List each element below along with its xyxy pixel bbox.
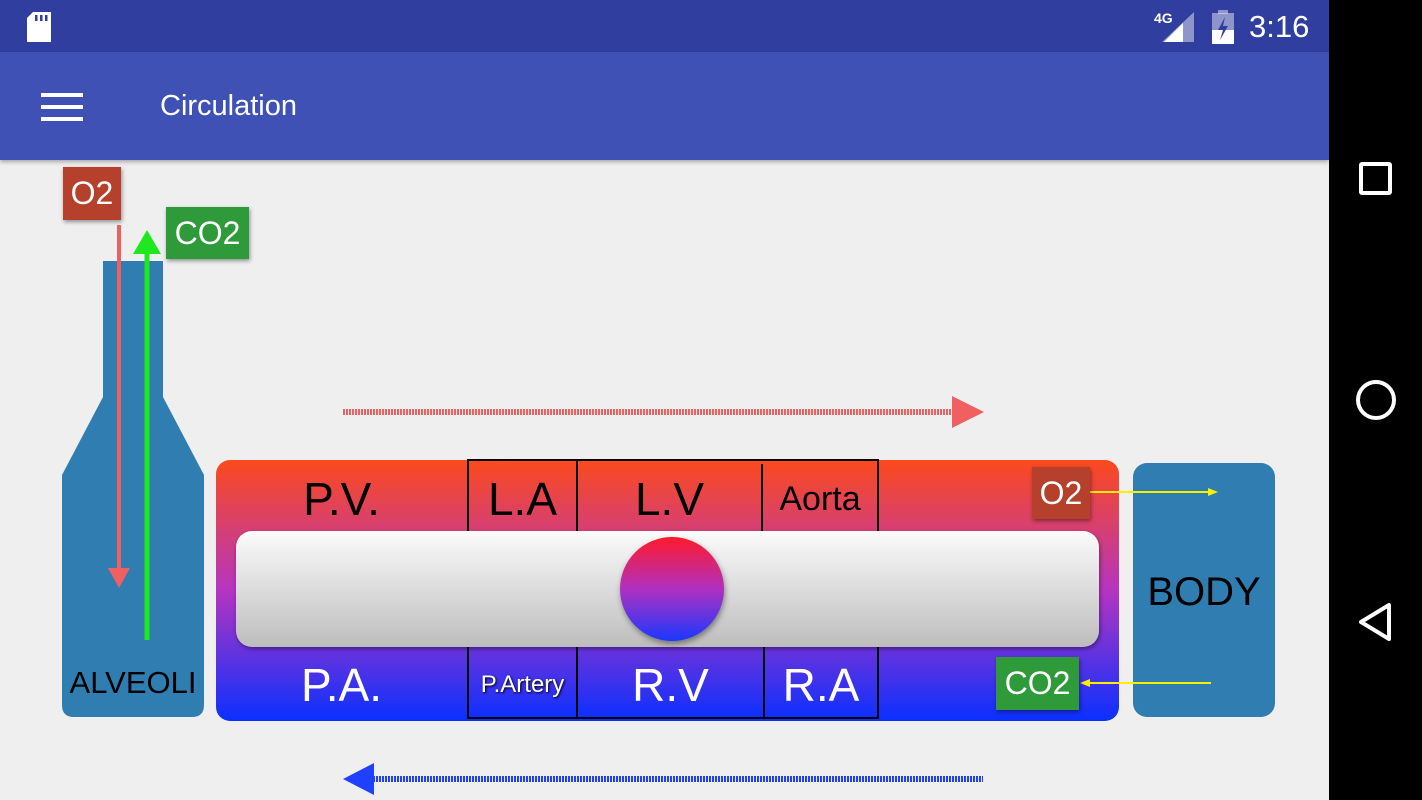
clock: 3:16: [1249, 9, 1310, 44]
alveoli-shape: [62, 261, 204, 717]
sd-card-icon: [27, 12, 51, 42]
recent-apps-icon[interactable]: [1359, 162, 1392, 195]
signal-icon: [1162, 12, 1194, 42]
navigation-bar: [1329, 0, 1422, 800]
left-atrium-label: L.A: [487, 473, 558, 525]
diagram-graphics: [62, 225, 1275, 795]
p-artery-label: P.Artery: [480, 671, 565, 698]
battery-charging-icon: [1212, 10, 1234, 44]
page-title: Circulation: [160, 90, 297, 122]
co2-badge-lungs: CO2: [166, 207, 249, 259]
body-shape: [1133, 463, 1275, 717]
pulmonary-vein-label: P.V.: [303, 473, 380, 525]
body-label: BODY: [1147, 570, 1261, 614]
alveoli-label: ALVEOLI: [69, 665, 197, 700]
right-atrium-label: R.A: [782, 659, 860, 711]
right-ventricle-label: R.V: [632, 659, 709, 711]
hamburger-menu-icon[interactable]: [30, 82, 94, 132]
co2-badge-body: CO2: [996, 657, 1079, 710]
aorta-label: Aorta: [779, 479, 861, 518]
status-bar: 4G 3:16: [0, 0, 1329, 52]
circulation-diagram: P.V. L.A L.V Aorta P.A. P.Artery R.V R.A…: [0, 160, 1329, 800]
app-bar: Circulation: [0, 52, 1329, 160]
home-icon[interactable]: [1356, 380, 1396, 420]
o2-badge-lungs: O2: [63, 167, 121, 220]
network-type: 4G: [1154, 10, 1173, 26]
back-icon[interactable]: [1357, 602, 1393, 642]
o2-badge-body: O2: [1032, 467, 1090, 519]
blood-cell: [620, 537, 724, 641]
pulmonary-artery-label: P.A.: [301, 659, 382, 711]
left-ventricle-label: L.V: [634, 473, 705, 525]
